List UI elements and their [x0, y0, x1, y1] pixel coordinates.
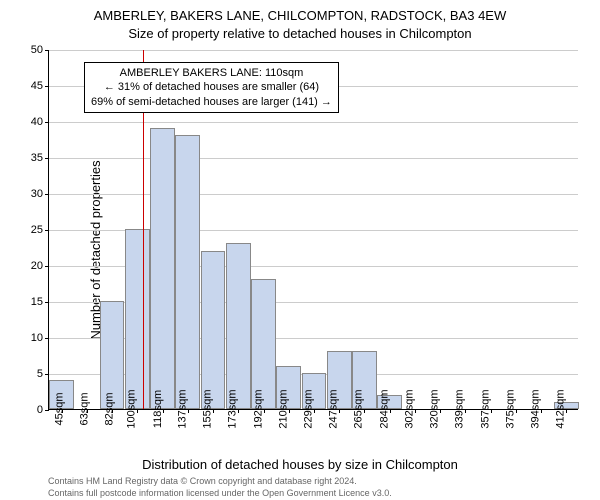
xtick-label: 82sqm	[96, 392, 116, 425]
xtick-mark	[465, 409, 466, 413]
xtick-label: 118sqm	[143, 390, 163, 428]
ytick-label: 30	[31, 188, 49, 200]
ytick-label: 20	[31, 260, 49, 272]
annotation-line1: AMBERLEY BAKERS LANE: 110sqm	[91, 66, 332, 80]
xtick-label: 247sqm	[320, 389, 340, 428]
xtick-label: 284sqm	[370, 389, 390, 428]
xtick-label: 137sqm	[168, 389, 188, 428]
xtick-label: 339sqm	[446, 389, 466, 428]
histogram-bar	[175, 135, 200, 409]
xtick-label: 100sqm	[118, 389, 138, 428]
xtick-label: 302sqm	[395, 389, 415, 428]
plot-area: 0510152025303540455045sqm63sqm82sqm100sq…	[48, 50, 578, 410]
xtick-label: 63sqm	[70, 392, 90, 425]
footer-copyright-2: Contains full postcode information licen…	[48, 488, 392, 498]
xtick-label: 192sqm	[244, 389, 264, 428]
ytick-label: 50	[31, 44, 49, 56]
histogram-bar	[125, 229, 150, 409]
xtick-label: 229sqm	[294, 389, 314, 428]
histogram-chart: AMBERLEY, BAKERS LANE, CHILCOMPTON, RADS…	[0, 0, 600, 500]
ytick-label: 35	[31, 152, 49, 164]
xtick-label: 265sqm	[345, 389, 365, 428]
xtick-label: 412sqm	[547, 389, 567, 428]
footer-copyright-1: Contains HM Land Registry data © Crown c…	[48, 476, 357, 486]
ytick-label: 15	[31, 296, 49, 308]
annotation-line3: 69% of semi-detached houses are larger (…	[91, 95, 332, 109]
chart-title-sub: Size of property relative to detached ho…	[0, 26, 600, 41]
xtick-label: 357sqm	[471, 389, 491, 428]
histogram-bar	[150, 128, 175, 409]
x-axis-label: Distribution of detached houses by size …	[0, 457, 600, 472]
xtick-label: 45sqm	[45, 392, 65, 425]
annotation-line2: ← 31% of detached houses are smaller (64…	[91, 80, 332, 94]
gridline	[49, 50, 578, 51]
xtick-mark	[364, 409, 365, 413]
ytick-label: 10	[31, 332, 49, 344]
xtick-label: 173sqm	[219, 389, 239, 428]
annotation-box: AMBERLEY BAKERS LANE: 110sqm ← 31% of de…	[84, 62, 339, 113]
gridline	[49, 122, 578, 123]
histogram-bar	[201, 251, 226, 409]
gridline	[49, 194, 578, 195]
gridline	[49, 158, 578, 159]
xtick-mark	[137, 409, 138, 413]
ytick-label: 45	[31, 80, 49, 92]
chart-title-main: AMBERLEY, BAKERS LANE, CHILCOMPTON, RADS…	[0, 8, 600, 23]
xtick-label: 375sqm	[496, 389, 516, 428]
xtick-label: 320sqm	[421, 389, 441, 428]
ytick-label: 25	[31, 224, 49, 236]
xtick-mark	[566, 409, 567, 413]
histogram-bar	[226, 243, 251, 409]
ytick-label: 5	[37, 368, 49, 380]
xtick-label: 155sqm	[193, 389, 213, 428]
ytick-label: 40	[31, 116, 49, 128]
xtick-label: 210sqm	[269, 389, 289, 428]
xtick-label: 394sqm	[522, 389, 542, 428]
